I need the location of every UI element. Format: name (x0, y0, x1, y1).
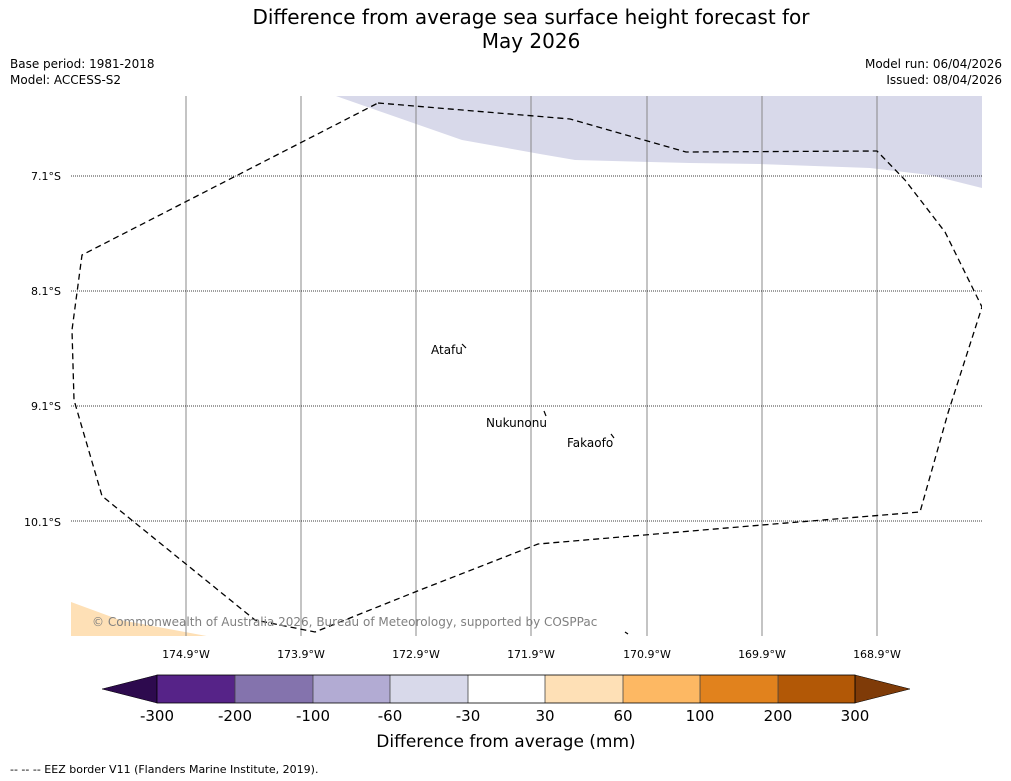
lon-label-2: 173.9°W (277, 648, 325, 661)
colorbar-max-arrow (854, 674, 911, 704)
colorbar-segment-7 (623, 675, 700, 703)
copyright-text: © Commonwealth of Australia 2026, Bureau… (92, 615, 597, 629)
meta-left: Base period: 1981-2018 Model: ACCESS-S2 (10, 56, 155, 88)
anomaly-shading (71, 96, 982, 636)
colorbar-tick-9: 200 (764, 707, 793, 725)
lat-label-1: 7.1°S (31, 170, 61, 183)
positive-anomaly-region (71, 602, 207, 636)
lon-label-7: 168.9°W (853, 648, 901, 661)
lon-label-1: 174.9°W (162, 648, 210, 661)
meta-right: Model run: 06/04/2026 Issued: 08/04/2026 (865, 56, 1002, 88)
title-line-1: Difference from average sea surface heig… (252, 5, 810, 29)
place-label-atafu: Atafu (431, 343, 463, 357)
colorbar (101, 674, 911, 704)
lat-label-4: 10.1°S (24, 516, 61, 529)
colorbar-tick-1: -300 (140, 707, 174, 725)
colorbar-outline (156, 674, 856, 704)
lon-label-5: 170.9°W (623, 648, 671, 661)
colorbar-tick-8: 100 (686, 707, 715, 725)
eez-footnote: -- -- -- EEZ border V11 (Flanders Marine… (10, 763, 319, 776)
colorbar-segment-8 (700, 675, 778, 703)
colorbar-tick-7: 60 (613, 707, 632, 725)
lon-label-4: 171.9°W (507, 648, 555, 661)
colorbar-tick-6: 30 (535, 707, 554, 725)
lat-label-3: 9.1°S (31, 400, 61, 413)
map-title: Difference from average sea surface heig… (0, 5, 1011, 53)
island-swains (624, 631, 629, 635)
colorbar-min-arrow (101, 674, 158, 704)
grid-lines (71, 96, 982, 636)
colorbar-label: Difference from average (mm) (376, 732, 635, 752)
eez-border (71, 102, 982, 633)
colorbar-tick-4: -60 (378, 707, 403, 725)
colorbar-tick-3: -100 (296, 707, 330, 725)
colorbar-tick-2: -200 (218, 707, 252, 725)
colorbar-segment-2 (235, 675, 313, 703)
colorbar-segment-3 (313, 675, 390, 703)
colorbar-tick-10: 300 (841, 707, 870, 725)
lon-label-6: 169.9°W (738, 648, 786, 661)
colorbar-segment-6 (545, 675, 623, 703)
title-line-2: May 2026 (481, 29, 581, 53)
islands (461, 343, 629, 635)
model-name: Model: ACCESS-S2 (10, 73, 122, 87)
issued-date: Issued: 08/04/2026 (886, 73, 1002, 87)
lon-label-3: 172.9°W (392, 648, 440, 661)
island-atafu (461, 343, 467, 349)
base-period: Base period: 1981-2018 (10, 57, 155, 71)
colorbar-segment-4 (390, 675, 468, 703)
negative-anomaly-region (336, 96, 982, 188)
colorbar-segment-9 (778, 675, 855, 703)
colorbar-dividers (234, 675, 779, 703)
place-label-fakaofo: Fakaofo (567, 436, 613, 450)
model-run: Model run: 06/04/2026 (864, 57, 1002, 71)
island-fakaofo (610, 433, 615, 439)
colorbar-segment-5 (468, 675, 545, 703)
place-label-nukunonu: Nukunonu (486, 416, 547, 430)
colorbar-tick-5: -30 (456, 707, 481, 725)
lat-label-2: 8.1°S (31, 285, 61, 298)
island-nukunonu (543, 410, 547, 417)
colorbar-segment-1 (157, 675, 235, 703)
